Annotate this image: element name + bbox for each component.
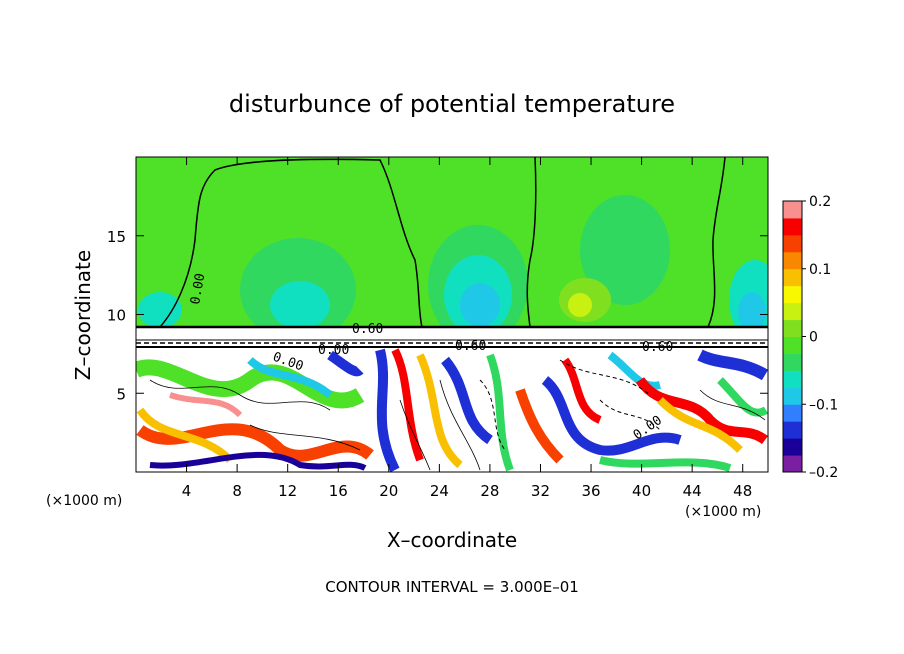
lower-anomalies bbox=[136, 348, 768, 472]
turbulent-band bbox=[635, 376, 768, 445]
turbulent-band bbox=[541, 376, 682, 456]
cool-anomaly bbox=[738, 292, 766, 327]
colorbar-segment bbox=[783, 387, 802, 405]
contour-interval-footer: CONTOUR INTERVAL = 3.000E–01 bbox=[325, 578, 579, 596]
colorbar-segment bbox=[783, 201, 802, 219]
x-tick-label: 4 bbox=[182, 482, 192, 500]
x-axis-ticks: 4 8 12 16 20 24 28 32 36 40 44 48 bbox=[182, 157, 752, 500]
turbulent-band bbox=[391, 348, 424, 462]
y-tick-label: 10 bbox=[107, 307, 126, 325]
inversion-band bbox=[136, 327, 768, 347]
turbulent-band bbox=[717, 377, 768, 417]
x-tick-label: 24 bbox=[430, 482, 449, 500]
contour-label: 0.60 bbox=[455, 339, 486, 354]
thin-contour bbox=[149, 379, 766, 471]
turbulent-band bbox=[169, 392, 243, 418]
x-tick-label: 36 bbox=[581, 482, 600, 500]
dashed-contour bbox=[479, 359, 661, 451]
plot-area bbox=[136, 157, 768, 472]
turbulent-band bbox=[375, 348, 400, 472]
y-axis-label: Z–coordinate bbox=[71, 250, 95, 380]
turbulent-band bbox=[327, 350, 364, 377]
turbulent-band bbox=[416, 353, 463, 469]
zero-contour bbox=[707, 157, 726, 328]
x-axis-label: X–coordinate bbox=[387, 528, 517, 552]
zero-contour bbox=[159, 158, 423, 328]
x-axis-unit-left: (×1000 m) bbox=[46, 493, 122, 509]
turbulent-band bbox=[515, 388, 564, 464]
y-tick-label: 15 bbox=[107, 228, 126, 246]
zero-contour bbox=[526, 157, 537, 328]
turbulent-band bbox=[607, 351, 661, 390]
colorbar-tick-label: 0.2 bbox=[809, 194, 831, 210]
warm-anomaly bbox=[568, 293, 592, 317]
turbulent-band bbox=[149, 451, 367, 471]
turbulent-band bbox=[561, 357, 602, 424]
colorbar-tick-label: 0.1 bbox=[809, 262, 831, 278]
x-tick-label: 12 bbox=[278, 482, 297, 500]
x-tick-label: 28 bbox=[480, 482, 499, 500]
colorbar-tick-label: –0.2 bbox=[809, 465, 838, 481]
contour-label: 0.60 bbox=[642, 340, 673, 355]
turbulent-band bbox=[247, 356, 333, 399]
colorbar-labels: –0.2 –0.1 0 0.1 0.2 bbox=[802, 194, 838, 481]
turbulent-band bbox=[441, 356, 494, 445]
colorbar-segment bbox=[783, 319, 802, 337]
turbulent-band bbox=[136, 423, 374, 462]
cool-anomaly bbox=[270, 281, 330, 327]
cool-anomaly bbox=[138, 292, 182, 327]
turbulent-band bbox=[697, 349, 768, 381]
colorbar-segment bbox=[783, 268, 802, 287]
cool-anomaly bbox=[580, 195, 670, 305]
contour-lines bbox=[136, 157, 768, 471]
turbulent-band bbox=[486, 353, 514, 472]
colorbar-segment bbox=[783, 302, 802, 321]
colorbar bbox=[782, 200, 803, 473]
y-axis-ticks: 5 10 15 bbox=[107, 228, 768, 403]
colorbar-segment bbox=[783, 353, 802, 371]
colorbar-segment bbox=[783, 421, 802, 439]
turbulent-band bbox=[136, 407, 233, 463]
turbulent-band bbox=[657, 397, 743, 453]
upper-anomalies bbox=[138, 195, 768, 327]
contour-label: 0.00 bbox=[318, 343, 349, 358]
x-tick-label: 16 bbox=[329, 482, 348, 500]
x-tick-label: 40 bbox=[632, 482, 651, 500]
x-axis-unit-right: (×1000 m) bbox=[685, 504, 761, 520]
colorbar-segment bbox=[783, 370, 802, 388]
colorbar-segment bbox=[783, 455, 802, 473]
colorbar-segment bbox=[783, 251, 802, 270]
colorbar-tick-label: –0.1 bbox=[809, 397, 838, 413]
colorbar-segment bbox=[783, 285, 802, 304]
x-tick-label: 8 bbox=[232, 482, 242, 500]
cool-anomaly bbox=[460, 283, 500, 327]
contour-label: 0.00 bbox=[188, 272, 208, 305]
colorbar-segment bbox=[783, 438, 802, 456]
contour-label: 0.60 bbox=[352, 322, 383, 337]
x-tick-label: 48 bbox=[733, 482, 752, 500]
colorbar-segment bbox=[783, 234, 802, 253]
colorbar-segment bbox=[783, 217, 802, 236]
colorbar-tick-label: 0 bbox=[809, 330, 818, 346]
x-tick-label: 32 bbox=[531, 482, 550, 500]
chart-title: disturbunce of potential temperature bbox=[229, 90, 675, 118]
x-tick-label: 20 bbox=[379, 482, 398, 500]
y-tick-label: 5 bbox=[116, 385, 126, 403]
x-tick-label: 44 bbox=[683, 482, 702, 500]
turbulent-band bbox=[599, 456, 732, 472]
colorbar-segment bbox=[783, 404, 802, 422]
colorbar-segment bbox=[783, 336, 802, 354]
